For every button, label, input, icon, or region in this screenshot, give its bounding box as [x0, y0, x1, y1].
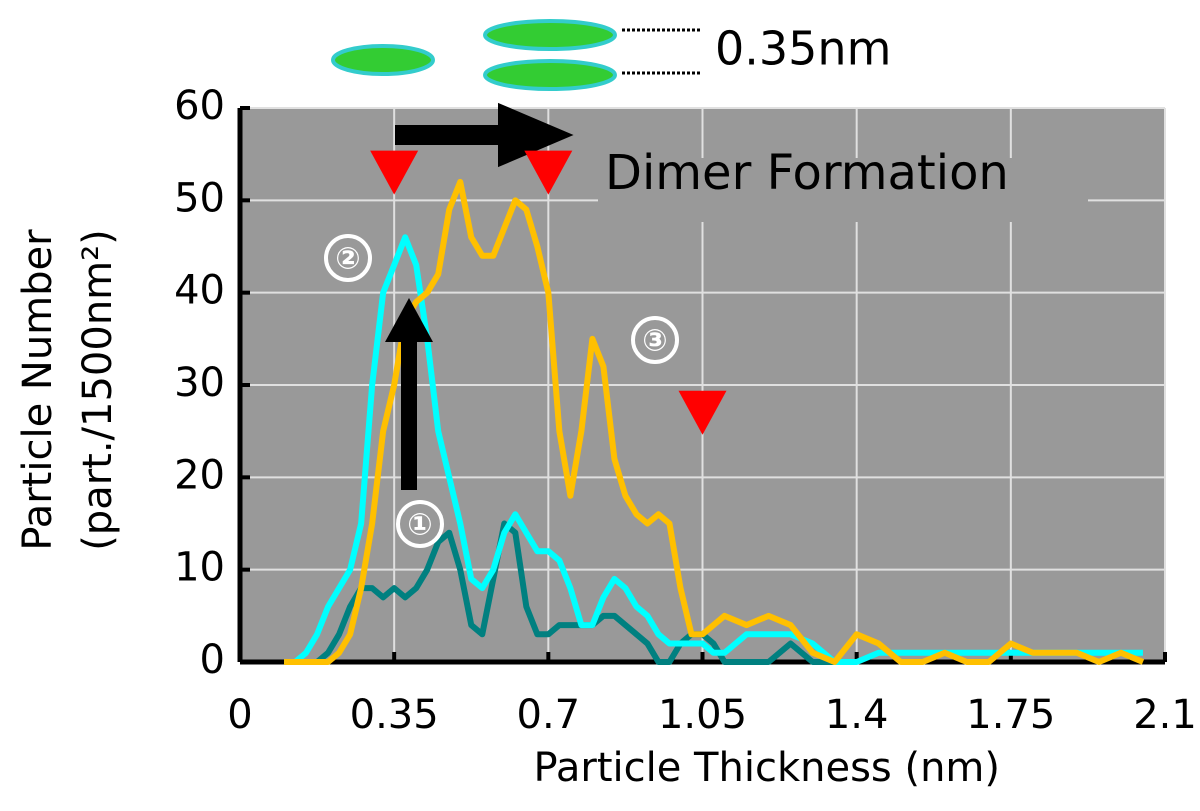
series-line [284, 234, 1143, 665]
series-label: ① [407, 508, 432, 543]
y-axis-title: (part./1500nm²) [75, 229, 121, 551]
y-tick-label: 30 [174, 360, 225, 406]
y-tick-label: 10 [174, 545, 225, 591]
annotation: Dimer Formation [605, 145, 1009, 201]
x-tick-label: 2.1 [1133, 692, 1197, 738]
x-tick-label: 1.4 [825, 692, 889, 738]
series-label: ③ [642, 324, 667, 359]
series-label-ring [396, 500, 444, 548]
series-line [284, 178, 1145, 665]
marker-triangle [678, 390, 727, 435]
x-tick-label: 0 [227, 692, 252, 738]
series-label-ring [631, 316, 679, 364]
arrow [395, 102, 574, 168]
annotation-background [598, 158, 1088, 222]
series-label: ② [335, 242, 360, 277]
y-tick-label: 60 [174, 83, 225, 129]
series-label-ring [324, 234, 372, 282]
marker-triangle [524, 150, 573, 195]
y-tick-label: 0 [200, 637, 225, 683]
marker-triangle [370, 150, 419, 195]
plot-area: 0 10 20 30 40 50 60 0 0.35 0.7 1.05 1.4 1.75 2.1 Dimer… [174, 83, 1197, 738]
x-tick-label: 1.75 [966, 692, 1055, 738]
molecule-icons [331, 19, 700, 91]
y-tick-label: 50 [174, 175, 225, 221]
arrowhead [385, 298, 433, 342]
y-tick-label: 40 [174, 268, 225, 314]
annotation: 0.35nm [715, 22, 891, 76]
y-tick-label: 20 [174, 452, 225, 498]
x-axis-title: Particle Thickness (nm) [534, 745, 1000, 791]
x-tick-label: 1.05 [658, 692, 747, 738]
y-axis-title: Particle Number [15, 229, 61, 551]
x-tick-label: 0.7 [517, 692, 581, 738]
x-tick-label: 0.35 [350, 692, 439, 738]
